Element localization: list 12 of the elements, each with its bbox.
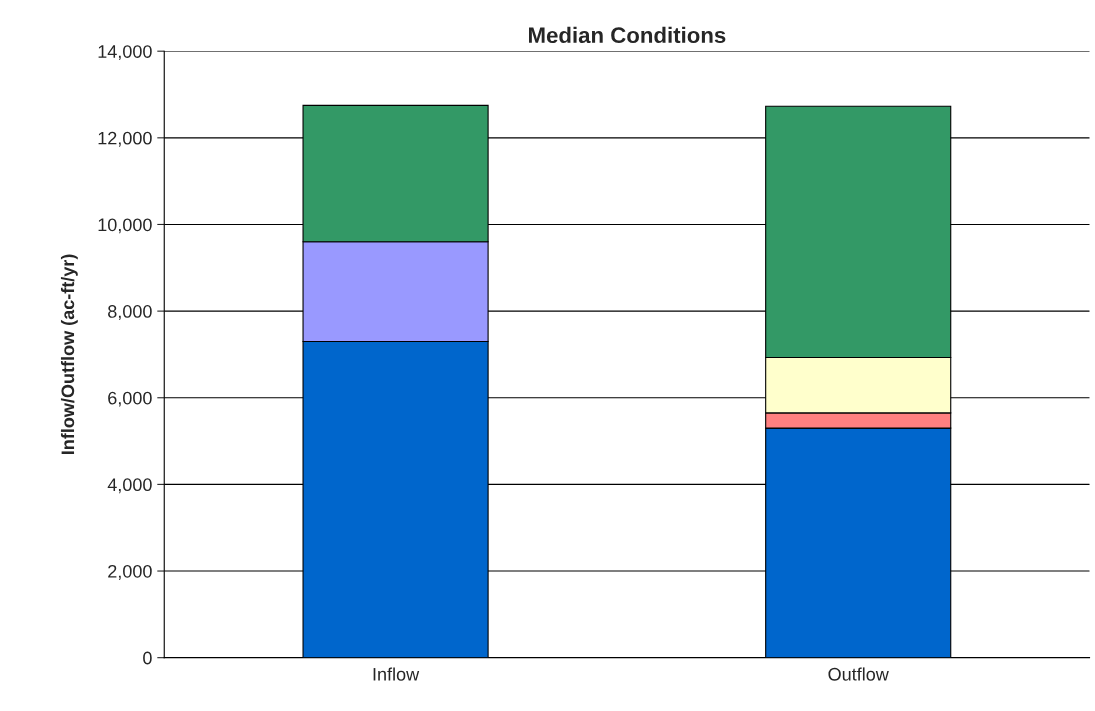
y-tick-label: 14,000 — [98, 45, 152, 61]
y-tick-label: 12,000 — [98, 131, 152, 147]
y-tick-label: 6,000 — [108, 391, 152, 407]
x-tick-label: Inflow — [373, 667, 420, 681]
y-tick-label: 0 — [143, 651, 152, 665]
y-tick-label: 8,000 — [108, 305, 152, 320]
x-tick-label: Outflow — [828, 667, 889, 681]
y-tick-label: 4,000 — [107, 478, 152, 494]
y-tick-label: 2,000 — [108, 564, 152, 580]
y-tick-label: 10,000 — [98, 218, 152, 234]
chart-title: Median Conditions — [529, 26, 726, 44]
y-axis-title: Inflow/Outflow (ac-ft/yr) — [60, 254, 78, 455]
